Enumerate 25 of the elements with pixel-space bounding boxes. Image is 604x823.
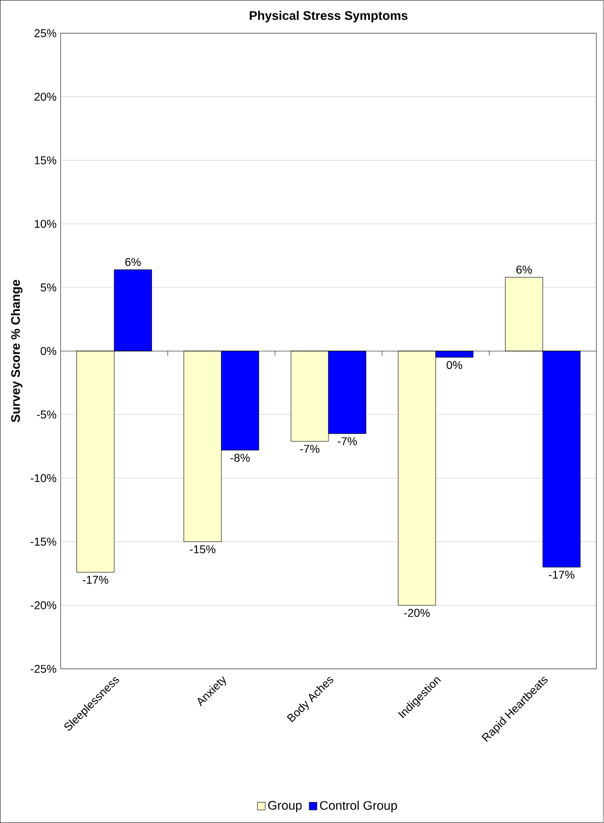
data-label: -17%: [82, 576, 108, 584]
y-tick-label: -15%: [30, 538, 56, 546]
y-tick-label: 10%: [35, 220, 56, 228]
y-axis-title: Survey Score % Change: [10, 280, 23, 422]
y-tick-label: -10%: [30, 474, 56, 482]
data-label: 6%: [516, 266, 532, 274]
data-label: 6%: [126, 258, 141, 266]
data-label: -15%: [190, 545, 216, 554]
data-label: 0%: [446, 360, 462, 369]
y-tick-label: -25%: [30, 664, 56, 673]
y-tick-label: 0%: [40, 347, 56, 356]
legend-label: Group: [268, 800, 302, 812]
y-tick-label: 25%: [34, 29, 56, 38]
y-tick-label: -20%: [30, 601, 56, 610]
data-label: -7%: [300, 444, 320, 453]
y-tick-label: 15%: [35, 156, 56, 164]
y-tick-label: 5%: [40, 283, 56, 292]
chart-title: Physical Stress Symptoms: [250, 10, 408, 22]
data-label: -17%: [549, 570, 575, 579]
data-label: -20%: [404, 608, 430, 617]
data-label: -8%: [230, 454, 250, 462]
y-tick-label: 20%: [34, 92, 56, 101]
data-label: -7%: [338, 437, 358, 446]
legend-label: Control Group: [320, 800, 398, 812]
y-tick-label: -5%: [37, 410, 56, 419]
